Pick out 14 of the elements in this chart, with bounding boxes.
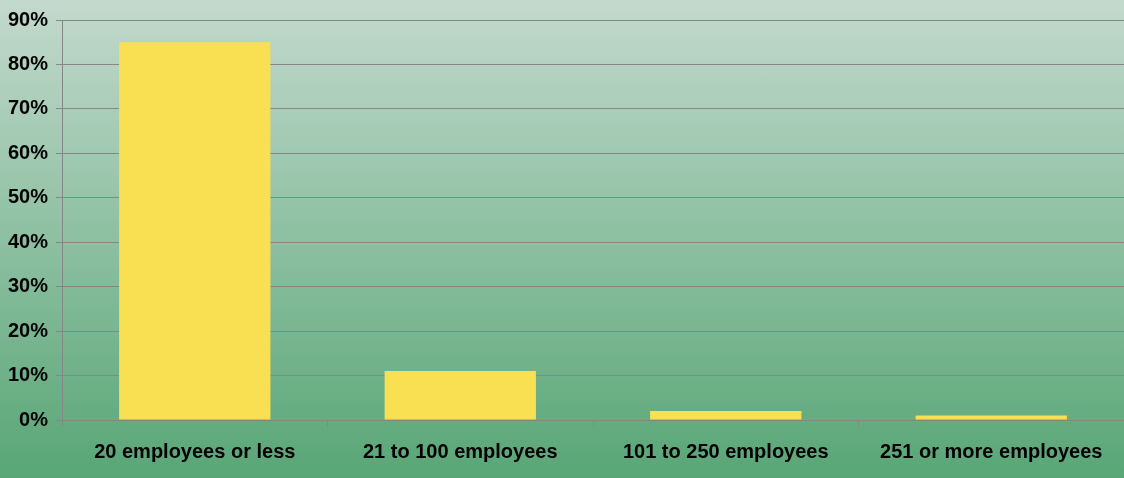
x-tick-label: 251 or more employees: [880, 439, 1103, 462]
y-tick-label: 90%: [8, 7, 49, 30]
x-tick-label: 21 to 100 employees: [362, 439, 558, 462]
y-tick-label: 20%: [8, 318, 49, 341]
x-tick-label: 101 to 250 employees: [622, 439, 829, 462]
y-tick-label: 70%: [8, 96, 49, 119]
y-tick-label: 80%: [8, 51, 49, 74]
y-tick-label: 60%: [8, 140, 49, 163]
y-tick-label: 10%: [8, 363, 49, 386]
y-tick-label: 50%: [8, 185, 49, 208]
y-tick-label: 30%: [8, 274, 49, 297]
y-tick-label: 0%: [19, 407, 49, 430]
x-tick-label: 20 employees or less: [94, 439, 296, 462]
y-tick-label: 40%: [8, 229, 49, 252]
